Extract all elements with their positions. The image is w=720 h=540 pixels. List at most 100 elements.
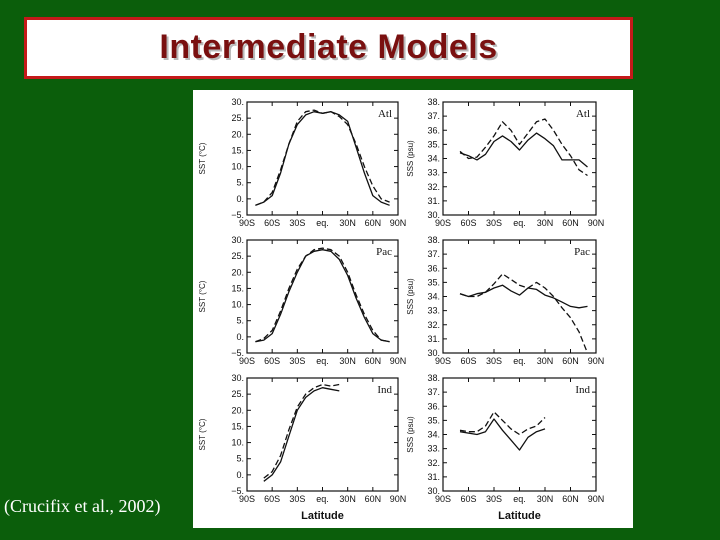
y-tick-label: 20. <box>231 405 244 415</box>
x-tick-label: 60S <box>460 494 476 504</box>
y-tick-label: 35. <box>427 415 440 425</box>
x-tick-label: 90S <box>239 356 255 366</box>
y-tick-label: 30. <box>427 210 440 220</box>
y-tick-label: 25. <box>231 251 244 261</box>
basin-label: Atl <box>576 108 590 120</box>
x-tick-label: 90N <box>390 356 407 366</box>
x-tick-label: 30N <box>537 494 554 504</box>
x-tick-label: 30S <box>289 494 305 504</box>
basin-label: Ind <box>377 384 392 396</box>
x-tick-label: 30S <box>289 218 305 228</box>
x-tick-label: 60S <box>460 356 476 366</box>
x-tick-label: 90S <box>239 218 255 228</box>
panel-ind-sss: 38. 37. 36. 35. 34. 33. 32. 31. 30.90S 60S 30S eq. 3… <box>406 373 604 522</box>
y-tick-label: 35. <box>427 139 440 149</box>
series-line-model <box>263 387 340 482</box>
y-tick-label: 5. <box>236 178 244 188</box>
panel-pac-sst: 30. 25. 20. 15. 10. 5. 0. −5.90S 60S 30S eq. 30N 60N… <box>198 235 406 366</box>
citation: (Crucifix et al., 2002) <box>4 496 161 516</box>
y-axis-label: SSS (psu) <box>406 416 415 453</box>
panel-atl-sst: 30. 25. 20. 15. 10. 5. 0. −5.90S 60S 30S eq. 30N 60N… <box>198 97 406 228</box>
series-line-model <box>459 284 588 309</box>
x-tick-label: 90S <box>435 356 451 366</box>
y-axis-label: SSS (psu) <box>406 278 415 315</box>
x-tick-label: 30N <box>537 218 554 228</box>
x-tick-label: 90N <box>390 494 407 504</box>
y-tick-label: 38. <box>427 373 440 383</box>
x-tick-label: eq. <box>316 356 329 366</box>
x-tick-label: eq. <box>316 494 329 504</box>
x-tick-label: 30N <box>537 356 554 366</box>
series-line-observed <box>263 383 340 479</box>
y-tick-label: 37. <box>427 249 440 259</box>
y-tick-label: 32. <box>427 182 440 192</box>
x-tick-label: 90N <box>588 356 605 366</box>
y-tick-label: 36. <box>427 263 440 273</box>
y-tick-label: 15. <box>231 421 244 431</box>
y-tick-label: 38. <box>427 97 440 107</box>
x-tick-label: 60N <box>562 218 579 228</box>
basin-label: Pac <box>376 246 392 258</box>
y-axis-label: SST (°C) <box>198 418 207 450</box>
x-tick-label: 30N <box>339 218 356 228</box>
slide-title: Intermediate Models <box>159 28 498 66</box>
y-axis-label: SST (°C) <box>198 142 207 174</box>
panel-atl-sss: 38. 37. 36. 35. 34. 33. 32. 31. 30.90S 60S 30S eq. 3… <box>406 97 604 228</box>
plot-frame <box>246 377 399 492</box>
y-tick-label: 25. <box>231 389 244 399</box>
plot-frame <box>442 377 597 492</box>
y-tick-label: 10. <box>231 162 244 172</box>
y-tick-label: 31. <box>427 196 440 206</box>
y-tick-label: 37. <box>427 387 440 397</box>
y-tick-label: 33. <box>427 168 440 178</box>
x-tick-label: 60N <box>365 356 382 366</box>
y-tick-label: 35. <box>427 277 440 287</box>
series-line-model <box>255 249 390 343</box>
basin-label: Ind <box>575 384 590 396</box>
y-tick-label: 10. <box>231 438 244 448</box>
x-tick-label: eq. <box>316 218 329 228</box>
y-tick-label: 33. <box>427 444 440 454</box>
y-tick-label: 25. <box>231 113 244 123</box>
x-tick-label: 60N <box>365 494 382 504</box>
chart-figure: 30.25.20.15.10.5.0.−5.90S 60S 30S eq. 30N 60N… <box>198 97 604 522</box>
x-tick-label: 60S <box>264 494 280 504</box>
panel-pac-sss: 38. 37. 36. 35. 34. 33. 32. 31. 30.90S 60S 30S eq. 3… <box>406 235 604 366</box>
y-tick-label: 5. <box>236 454 244 464</box>
series-line-model <box>255 111 390 206</box>
y-tick-label: 10. <box>231 300 244 310</box>
x-tick-label: eq. <box>513 218 526 228</box>
y-tick-label: 36. <box>427 125 440 135</box>
series-line-model <box>459 132 588 168</box>
y-tick-label: 30. <box>231 373 244 383</box>
x-tick-label: 90S <box>435 218 451 228</box>
y-tick-label: 0. <box>236 332 244 342</box>
x-tick-label: 60S <box>460 218 476 228</box>
series-line-observed <box>255 247 390 343</box>
x-tick-label: 30S <box>486 356 502 366</box>
basin-label: Atl <box>378 108 392 120</box>
y-tick-label: −5. <box>231 210 244 220</box>
series-line-observed <box>459 118 588 177</box>
series-line-model <box>459 418 546 451</box>
y-tick-label: 36. <box>427 401 440 411</box>
y-tick-label: 30. <box>231 97 244 107</box>
x-tick-label: 60N <box>562 494 579 504</box>
y-tick-label: 20. <box>231 267 244 277</box>
y-tick-label: 34. <box>427 430 440 440</box>
x-tick-label: 90N <box>588 494 605 504</box>
figure-panel: 30. 25. 20. 15. 10. 5. 0. −5. 90S 60S 30S eq. 30N 60N… <box>193 90 633 528</box>
y-tick-label: 0. <box>236 194 244 204</box>
title-box: Intermediate Models <box>24 17 633 79</box>
y-tick-label: −5. <box>231 348 244 358</box>
x-axis-label: Latitude <box>301 510 344 522</box>
x-axis-label: Latitude <box>498 510 541 522</box>
plot-frame <box>442 101 597 216</box>
x-tick-label: 60N <box>562 356 579 366</box>
y-tick-label: 15. <box>231 283 244 293</box>
y-tick-label: 0. <box>236 470 244 480</box>
y-tick-label: 30. <box>427 486 440 496</box>
x-tick-label: 30S <box>289 356 305 366</box>
y-tick-label: 30. <box>427 348 440 358</box>
y-tick-label: −5. <box>231 486 244 496</box>
